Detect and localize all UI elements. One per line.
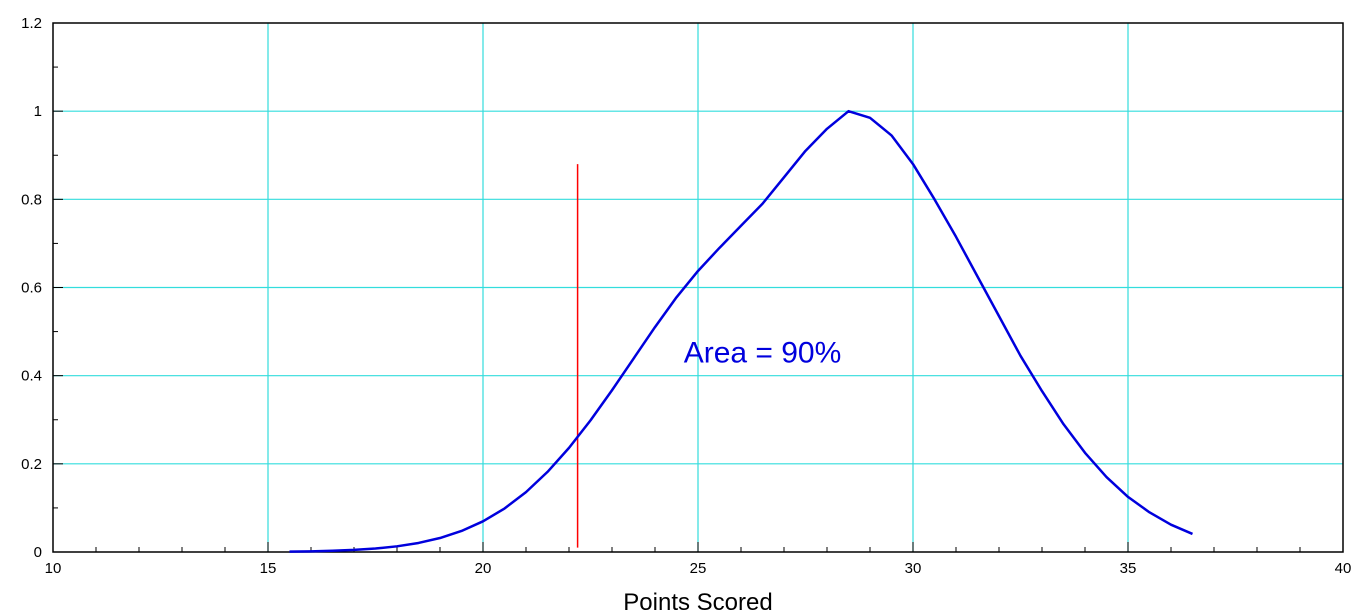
x-tick-label: 20: [475, 560, 492, 577]
y-tick-labels: 0 0.2 0.4 0.6 0.8 1 1.2: [21, 15, 42, 561]
y-tick-label: 1.2: [21, 15, 42, 32]
y-tick-label: 0: [34, 544, 42, 561]
x-tick-label: 35: [1120, 560, 1137, 577]
series-curve: [289, 109, 1193, 553]
x-tick-label: 10: [45, 560, 62, 577]
y-tick-label: 1: [34, 103, 42, 120]
area-annotation: Area = 90%: [684, 336, 842, 369]
y-tick-label: 0.4: [21, 368, 42, 385]
x-tick-labels: 10 15 20 25 30 35 40: [45, 560, 1352, 577]
grid: [53, 23, 1343, 552]
x-tick-label: 40: [1335, 560, 1352, 577]
y-tick-label: 0.8: [21, 191, 42, 208]
x-tick-label: 30: [905, 560, 922, 577]
x-tick-label: 25: [690, 560, 707, 577]
x-axis-title: Points Scored: [623, 589, 772, 616]
plot-frame: [52, 22, 1344, 553]
y-tick-label: 0.6: [21, 280, 42, 297]
y-tick-label: 0.2: [21, 456, 42, 473]
x-tick-label: 15: [260, 560, 277, 577]
